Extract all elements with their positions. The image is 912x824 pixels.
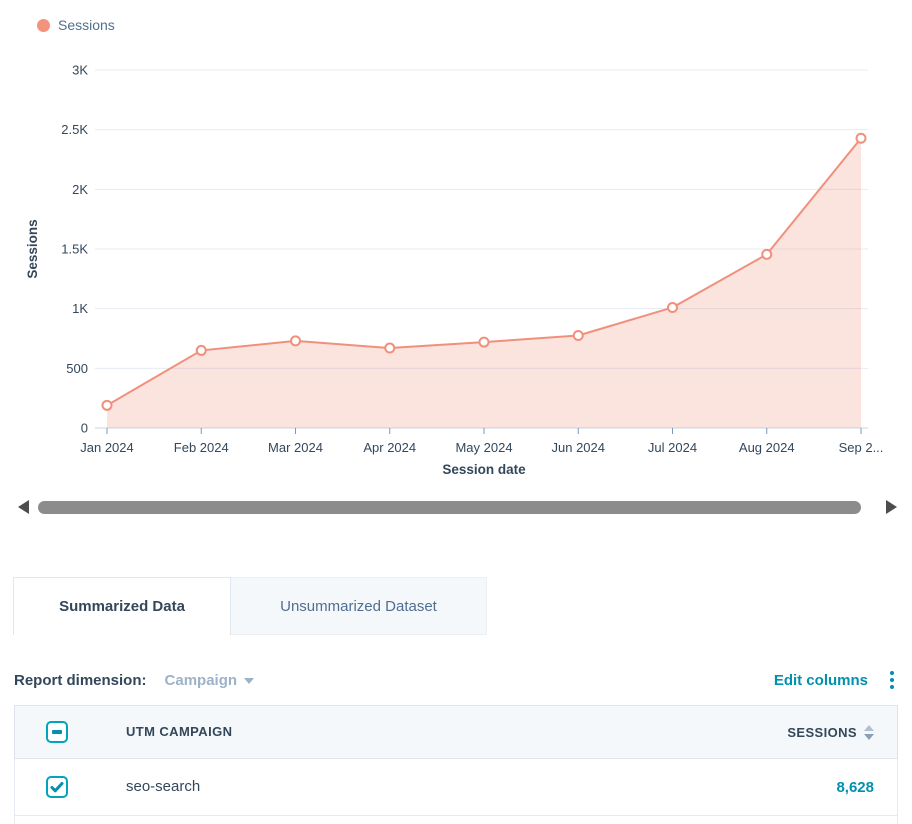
x-tick-label: May 2024 xyxy=(455,440,512,455)
column-header-utm-campaign: UTM CAMPAIGN xyxy=(126,724,233,739)
data-point-marker[interactable] xyxy=(572,330,584,342)
select-all-checkbox[interactable] xyxy=(46,721,68,743)
data-point-marker[interactable] xyxy=(101,399,113,411)
dimension-dropdown-value: Campaign xyxy=(164,671,238,689)
more-options-kebab-icon[interactable] xyxy=(886,669,898,691)
data-point-marker[interactable] xyxy=(478,336,490,348)
campaign-cell: seo-search xyxy=(126,778,201,795)
y-tick-label: 1.5K xyxy=(61,242,88,257)
indeterminate-dash-icon xyxy=(52,730,62,734)
checkmark-icon xyxy=(50,782,64,793)
sessions-area-chart: 0 500 1K 1.5K 2K 2.5K 3K Jan 2024 Feb 2024 Mar 20… xyxy=(25,63,884,478)
sessions-value-link[interactable]: 8,628 xyxy=(836,778,874,796)
x-tick-label: Mar 2024 xyxy=(268,440,323,455)
data-tabs: Summarized Data Unsummarized Dataset xyxy=(13,577,487,635)
data-point-marker[interactable] xyxy=(195,344,207,356)
row-checkbox[interactable] xyxy=(46,776,68,798)
y-tick-label: 1K xyxy=(72,301,88,316)
x-tick-label: Jul 2024 xyxy=(648,440,697,455)
summarized-data-table: UTM CAMPAIGN SESSIONS seo-search xyxy=(14,705,898,824)
x-tick-label: Aug 2024 xyxy=(739,440,795,455)
dimension-dropdown[interactable]: Campaign xyxy=(165,672,255,689)
legend-dot-icon xyxy=(37,18,50,32)
y-tick-label: 2K xyxy=(72,182,88,197)
data-point-marker[interactable] xyxy=(761,248,773,260)
y-axis-title: Sessions xyxy=(25,219,40,278)
tab-summarized-data-label: Summarized Data xyxy=(59,598,185,615)
x-tick-label: Jan 2024 xyxy=(80,440,134,455)
x-tick-label: Feb 2024 xyxy=(174,440,229,455)
edit-columns-button[interactable]: Edit columns xyxy=(773,671,868,689)
legend-item-sessions[interactable]: Sessions xyxy=(37,17,115,33)
x-tick-label: Apr 2024 xyxy=(363,440,416,455)
tab-unsummarized-dataset[interactable]: Unsummarized Dataset xyxy=(231,577,487,635)
x-tick-label: Sep 2... xyxy=(839,440,884,455)
scroll-right-arrow-icon[interactable] xyxy=(886,500,897,514)
data-point-marker[interactable] xyxy=(384,342,396,354)
legend-label: Sessions xyxy=(58,17,115,33)
y-tick-label: 2.5K xyxy=(61,122,88,137)
area-fill xyxy=(107,138,861,428)
sort-arrows-icon[interactable] xyxy=(864,724,874,740)
data-point-marker[interactable] xyxy=(667,301,678,313)
table-header-row: UTM CAMPAIGN SESSIONS xyxy=(14,705,898,759)
scrollbar-thumb[interactable] xyxy=(38,501,861,514)
data-point-marker[interactable] xyxy=(855,132,867,144)
tab-unsummarized-dataset-label: Unsummarized Dataset xyxy=(280,597,437,615)
y-tick-label: 0 xyxy=(81,421,88,436)
y-tick-label: 3K xyxy=(72,63,88,78)
x-tick-label: Jun 2024 xyxy=(552,440,606,455)
column-header-sessions-label: SESSIONS xyxy=(787,724,857,740)
scroll-left-arrow-icon[interactable] xyxy=(18,500,29,514)
report-dimension-label: Report dimension: xyxy=(14,671,147,689)
data-point-marker[interactable] xyxy=(290,335,301,347)
table-row: seo-search 8,628 xyxy=(14,759,898,816)
column-header-sessions[interactable]: SESSIONS xyxy=(657,724,897,740)
x-axis-title: Session date xyxy=(442,462,526,477)
y-tick-label: 500 xyxy=(66,361,88,376)
report-dimension-row: Report dimension: Campaign Edit columns xyxy=(14,665,898,695)
chart-horizontal-scrollbar xyxy=(0,494,912,520)
next-row-partial xyxy=(14,816,898,824)
chevron-down-icon xyxy=(244,678,255,684)
tab-summarized-data[interactable]: Summarized Data xyxy=(13,577,231,635)
